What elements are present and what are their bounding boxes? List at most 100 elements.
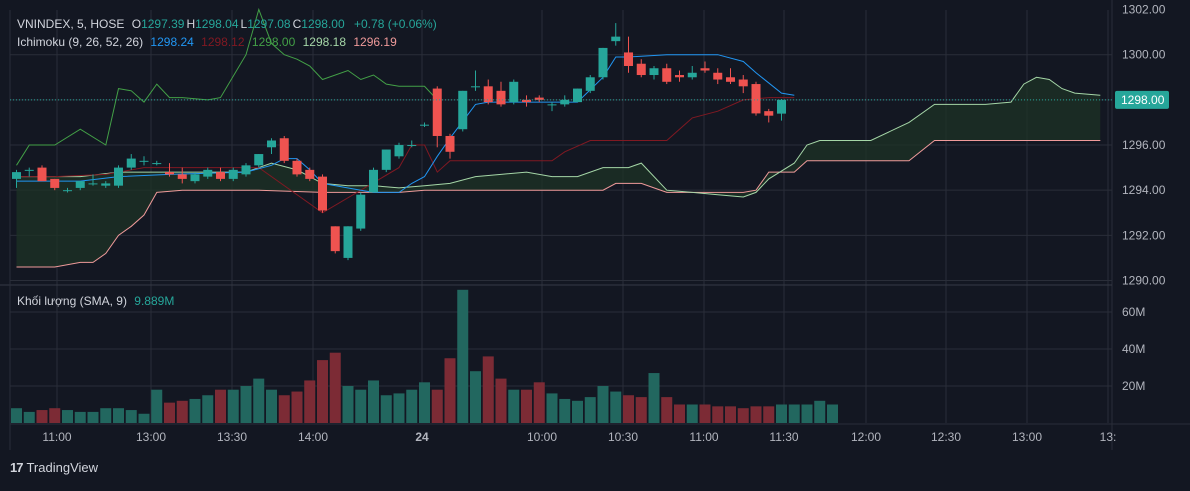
candle-body bbox=[369, 169, 378, 193]
candle bbox=[560, 95, 570, 107]
candle bbox=[126, 154, 136, 170]
candle bbox=[700, 61, 710, 73]
volume-bar bbox=[725, 406, 736, 423]
candle-body bbox=[88, 183, 98, 185]
candle bbox=[279, 135, 289, 164]
tenkan-sen-line bbox=[16, 54, 795, 193]
candle bbox=[101, 181, 111, 188]
volume-bars bbox=[11, 289, 838, 423]
candle bbox=[483, 79, 493, 105]
candle-body bbox=[458, 90, 468, 130]
volume-tick-label: 40M bbox=[1122, 342, 1145, 356]
price-tick-label: 1294.00 bbox=[1122, 183, 1166, 197]
candle-body bbox=[764, 111, 774, 116]
candle-body bbox=[432, 88, 442, 136]
volume-bar bbox=[788, 404, 800, 423]
candle-body bbox=[381, 149, 391, 170]
candle bbox=[152, 160, 162, 166]
candle bbox=[369, 167, 378, 193]
time-tick-label: 24 bbox=[415, 430, 429, 444]
volume-bar bbox=[521, 389, 532, 423]
candle-body bbox=[165, 172, 174, 175]
volume-bar bbox=[342, 386, 354, 423]
volume-bar bbox=[801, 404, 813, 423]
candle bbox=[636, 59, 646, 78]
volume-bar bbox=[100, 408, 112, 423]
candle-body bbox=[101, 183, 111, 186]
time-tick-label: 14:00 bbox=[298, 430, 328, 444]
kijun-sen-line bbox=[16, 97, 795, 214]
volume-bar bbox=[368, 380, 379, 423]
ichimoku-name: Ichimoku (9, 26, 52, 26) bbox=[17, 35, 144, 49]
volume-bar bbox=[266, 389, 277, 423]
candle-body bbox=[254, 154, 264, 166]
kijun-value: 1298.12 bbox=[201, 35, 245, 49]
ichimoku-legend[interactable]: Ichimoku (9, 26, 52, 26) 1298.24 1298.12… bbox=[17, 35, 401, 49]
volume-legend[interactable]: Khối lượng (SMA, 9) 9.889M bbox=[17, 294, 178, 308]
candle bbox=[534, 95, 544, 103]
time-tick-label: 10:30 bbox=[608, 430, 638, 444]
candle bbox=[63, 187, 72, 193]
time-tick-label: 13: bbox=[1100, 430, 1117, 444]
candle-body bbox=[522, 99, 531, 103]
candle-body bbox=[330, 226, 340, 252]
candle-body bbox=[152, 163, 162, 165]
candle bbox=[777, 98, 786, 121]
ichimoku-lines bbox=[16, 7, 1101, 268]
volume-bar bbox=[406, 389, 418, 423]
candle-body bbox=[75, 181, 85, 188]
candle-body bbox=[483, 86, 493, 103]
volume-bar bbox=[151, 389, 163, 423]
candle-body bbox=[534, 97, 544, 100]
candle bbox=[738, 75, 748, 94]
volume-bar bbox=[125, 410, 137, 423]
candle bbox=[356, 192, 366, 231]
volume-bar bbox=[74, 411, 86, 423]
candle-body bbox=[611, 36, 621, 42]
tenkan-value: 1298.24 bbox=[150, 35, 194, 49]
volume-name: Khối lượng (SMA, 9) bbox=[17, 294, 127, 308]
candle-body bbox=[292, 160, 302, 175]
ohlc-values: O1297.39 H1298.04 L1297.08 C1298.00 bbox=[132, 17, 347, 31]
volume-bar bbox=[278, 395, 290, 423]
volume-bar bbox=[508, 389, 520, 423]
candle bbox=[407, 140, 417, 148]
volume-tick-label: 60M bbox=[1122, 305, 1145, 319]
volume-bar bbox=[827, 404, 838, 423]
ohlc-c: C1298.00 bbox=[292, 17, 345, 31]
volume-bar bbox=[138, 413, 150, 423]
volume-bar bbox=[380, 395, 392, 423]
candle bbox=[37, 165, 47, 182]
candle bbox=[50, 178, 60, 191]
candle-body bbox=[126, 158, 136, 168]
candle bbox=[445, 133, 455, 159]
volume-bar bbox=[814, 400, 826, 423]
candle-body bbox=[636, 63, 646, 76]
axes: 1302.00 1300.00 1298.00 1296.00 1294.00 1292.… bbox=[0, 0, 1190, 450]
volume-bar bbox=[457, 289, 469, 423]
volume-bar bbox=[699, 404, 711, 423]
candle-body bbox=[573, 88, 582, 103]
volume-bar bbox=[329, 352, 341, 423]
volume-bar bbox=[763, 406, 775, 423]
candle-body bbox=[700, 68, 710, 71]
candle bbox=[254, 154, 264, 168]
candle bbox=[496, 81, 506, 107]
tradingview-logo[interactable]: 17 TradingView bbox=[10, 460, 98, 475]
time-tick-label: 11:30 bbox=[769, 430, 798, 444]
last-price-label: 1298.00 bbox=[1121, 93, 1165, 107]
candle-body bbox=[343, 226, 353, 258]
volume-bar bbox=[393, 393, 405, 423]
candle-body bbox=[139, 160, 149, 162]
candle-body bbox=[738, 79, 748, 87]
ohlc-l: L1297.08 bbox=[240, 17, 291, 31]
candle-body bbox=[356, 194, 366, 229]
candle-body bbox=[12, 172, 21, 179]
candle bbox=[687, 65, 697, 80]
volume-bar bbox=[737, 408, 749, 423]
volume-bar bbox=[253, 378, 265, 423]
candle bbox=[114, 165, 123, 188]
candle bbox=[75, 181, 85, 191]
